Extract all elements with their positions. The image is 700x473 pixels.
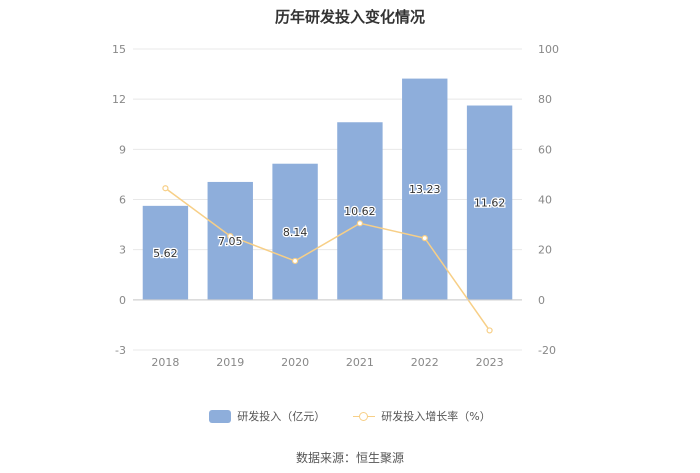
chart-title: 历年研发投入变化情况 xyxy=(274,8,425,26)
growth-line xyxy=(164,187,491,331)
grid-layer xyxy=(133,48,522,351)
y-left-tick-label: 15 xyxy=(112,43,126,56)
label-layer: 5.62 7.05 8.14 10.62 13.23 11.62 xyxy=(152,182,507,261)
y-right-tick-label: 20 xyxy=(538,244,552,257)
x-tick-label: 2023 xyxy=(476,356,504,369)
y-left-tick-label: 0 xyxy=(119,294,126,307)
source-note: 数据来源：恒生聚源 xyxy=(295,451,404,465)
legend-item-line[interactable]: 研发投入增长率（%） xyxy=(353,408,491,424)
growth-point xyxy=(486,327,493,334)
bar-value-label: 5.62 xyxy=(153,247,178,260)
y-right-tick-label: 0 xyxy=(538,294,545,307)
y-left-tick-label: 9 xyxy=(119,143,126,156)
bar-value-label: 13.23 xyxy=(409,183,441,196)
y-left-tick-label: -3 xyxy=(115,344,126,357)
x-tick-label: 2019 xyxy=(216,356,244,369)
legend-line-swatch xyxy=(353,410,376,423)
line-layer xyxy=(162,185,493,334)
y-right-tick-label: -20 xyxy=(538,344,556,357)
y-right-tick-label: 40 xyxy=(538,194,552,207)
y-right-tick-label: 60 xyxy=(538,143,552,156)
y-right-tick-label: 80 xyxy=(538,93,552,106)
legend-item-bar[interactable]: 研发投入（亿元） xyxy=(209,408,325,424)
y-left-tick-label: 12 xyxy=(112,93,126,106)
bar xyxy=(207,181,253,300)
growth-point xyxy=(162,185,169,192)
bar-value-label: 7.05 xyxy=(218,235,243,248)
y-left-tick-label: 6 xyxy=(119,194,126,207)
legend-bar-swatch xyxy=(209,409,232,423)
x-tick-label: 2022 xyxy=(411,356,439,369)
bar xyxy=(142,205,189,300)
axis-layer: -3 0 3 6 9 12 15 -20 0 20 40 60 80 100 2018 2019 2020 202… xyxy=(112,43,559,369)
bar-value-label: 10.62 xyxy=(344,205,376,218)
bar-layer xyxy=(142,78,513,300)
bar xyxy=(337,122,383,300)
x-tick-label: 2018 xyxy=(151,356,179,369)
legend: 研发投入（亿元） 研发投入增长率（%） xyxy=(0,408,700,424)
bar-value-label: 11.62 xyxy=(474,197,506,210)
y-left-tick-label: 3 xyxy=(119,244,126,257)
bar xyxy=(402,78,448,300)
bar xyxy=(272,163,318,300)
growth-point xyxy=(356,220,364,227)
bar xyxy=(466,105,513,300)
y-right-tick-label: 100 xyxy=(538,43,559,56)
x-tick-label: 2020 xyxy=(281,356,309,369)
bar-value-label: 8.14 xyxy=(283,226,308,239)
legend-label-line: 研发投入增长率（%） xyxy=(381,410,491,423)
growth-point xyxy=(291,257,299,265)
growth-point xyxy=(421,235,428,242)
x-tick-label: 2021 xyxy=(346,356,374,369)
legend-label-bar: 研发投入（亿元） xyxy=(237,410,326,423)
growth-point xyxy=(227,233,234,240)
